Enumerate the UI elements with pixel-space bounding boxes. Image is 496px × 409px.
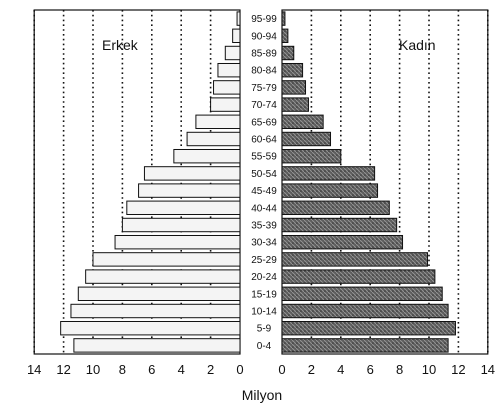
male-tick-6: 6 [148,362,155,377]
age-label-75-79: 75-79 [251,83,277,94]
male-bar-20-24 [85,269,241,284]
female-bars [281,11,456,353]
female-bar-20-24 [281,269,436,284]
female-bar-10-14 [281,303,449,319]
male-bar-90-94 [232,28,241,44]
age-label-65-69: 65-69 [251,117,277,128]
male-tick-10: 10 [86,362,100,377]
male-bars [60,11,241,353]
female-bar-55-59 [281,148,342,164]
male-bar-75-79 [213,80,241,95]
female-bar-45-49 [281,183,379,198]
age-group-labels: 0-4 5-9 10-14 15-19 20-24 25-29 30-34 35-39 40-4… [251,14,277,352]
age-label-60-64: 60-64 [251,135,277,146]
female-plot-frame [281,9,489,355]
male-bar-35-39 [121,217,241,233]
male-side-label: Erkek [102,37,139,53]
male-bar-50-54 [143,166,241,181]
male-bar-0-4 [73,338,241,353]
age-label-90-94: 90-94 [251,31,277,42]
female-tick-4: 4 [337,362,344,377]
female-bar-35-39 [281,217,398,233]
male-tick-8: 8 [119,362,126,377]
male-bar-25-29 [92,252,241,267]
female-bar-90-94 [281,28,289,44]
female-bar-85-89 [281,45,295,61]
male-bar-15-19 [77,286,241,302]
male-bar-95-99 [236,11,241,26]
male-plot-frame [33,9,241,355]
male-bar-60-64 [186,131,241,147]
female-bar-25-29 [281,252,429,267]
male-tick-0: 0 [236,362,243,377]
female-bar-75-79 [281,80,307,95]
age-label-5-9: 5-9 [257,324,272,335]
female-bar-70-74 [281,97,309,112]
age-label-55-59: 55-59 [251,152,277,163]
male-bar-40-44 [126,200,241,216]
female-tick-0: 0 [278,362,285,377]
age-label-45-49: 45-49 [251,186,277,197]
age-label-15-19: 15-19 [251,289,277,300]
male-bar-55-59 [173,148,241,164]
female-bar-0-4 [281,338,449,353]
age-label-95-99: 95-99 [251,14,277,25]
age-label-50-54: 50-54 [251,169,277,180]
male-bar-65-69 [195,114,241,130]
age-label-80-84: 80-84 [251,66,277,77]
male-bar-5-9 [60,320,241,336]
age-label-35-39: 35-39 [251,221,277,232]
female-bar-65-69 [281,114,324,130]
age-label-25-29: 25-29 [251,255,277,266]
age-label-30-34: 30-34 [251,238,277,249]
female-bar-95-99 [281,11,286,26]
age-label-40-44: 40-44 [251,203,277,214]
age-label-0-4: 0-4 [257,341,272,352]
plot-frames [33,9,489,355]
male-tick-12: 12 [56,362,70,377]
x-tick-labels: 14 12 10 8 6 4 2 0 0 2 4 6 8 10 12 14 [27,362,495,377]
female-tick-10: 10 [422,362,436,377]
male-tick-4: 4 [178,362,185,377]
female-tick-8: 8 [396,362,403,377]
female-tick-6: 6 [367,362,374,377]
female-bar-60-64 [281,131,332,147]
female-bar-80-84 [281,62,304,78]
male-bar-70-74 [210,97,241,112]
male-bar-10-14 [70,303,241,319]
male-bar-45-49 [138,183,241,198]
female-bar-40-44 [281,200,390,216]
age-label-20-24: 20-24 [251,272,277,283]
male-tick-2: 2 [207,362,214,377]
male-bar-85-89 [224,45,241,61]
age-label-10-14: 10-14 [251,307,277,318]
female-bar-5-9 [281,320,456,336]
male-bar-80-84 [217,62,241,78]
age-label-70-74: 70-74 [251,100,277,111]
female-tick-2: 2 [308,362,315,377]
vertical-gridlines [33,10,489,354]
age-label-85-89: 85-89 [251,49,277,60]
female-tick-12: 12 [451,362,465,377]
female-side-label: Kadın [399,37,436,53]
female-bar-15-19 [281,286,443,302]
female-bar-30-34 [281,234,404,250]
female-tick-14: 14 [481,362,495,377]
male-bar-30-34 [114,234,241,250]
female-bar-50-54 [281,166,376,181]
x-axis-title: Milyon [242,387,282,403]
male-tick-14: 14 [27,362,41,377]
